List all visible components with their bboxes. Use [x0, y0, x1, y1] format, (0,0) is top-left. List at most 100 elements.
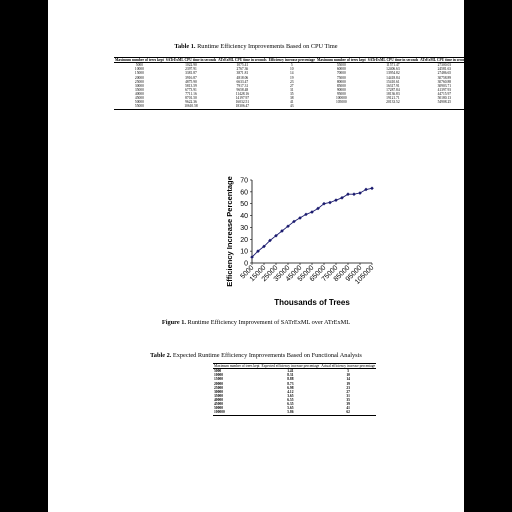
table-row: 50000 9622.36 16032.51 41 105000 20133.52 5490… [114, 100, 512, 104]
data-point [262, 244, 266, 249]
table1-cell: 13954.82 [386, 71, 400, 76]
table1-cell: 63 [491, 100, 496, 105]
data-point [340, 195, 344, 200]
table-row: 35000 6773.91 9658.48 31 90000 17287.84 41397.… [114, 88, 512, 92]
table1-cell: 14197.97 [235, 96, 250, 101]
table1-cell: 27486.65 [437, 71, 452, 76]
table-row: 40000 6.55 35 [213, 398, 376, 402]
table-row: 20000 3916.87 4818.06 19 75000 14418.84 30758.… [114, 76, 512, 80]
data-point [346, 192, 350, 197]
table1-cell: 10610.58 [164, 104, 218, 110]
table2-cell: 5.86 [260, 410, 321, 416]
table1-cell: 9658.48 [236, 87, 249, 92]
table1-cell: 8701.50 [185, 96, 197, 101]
table1-cell: 18136.83 [386, 92, 400, 96]
table1-cell: 30760.88 [437, 79, 452, 84]
table1-cell: 38 [289, 96, 294, 101]
table1-cell: 90000 [336, 87, 346, 92]
table1-cell: 1022.90 [185, 63, 197, 68]
table1-cell: 51 [491, 71, 496, 76]
table2-cell: 41 [346, 406, 350, 411]
table2-header-cell: Actual efficiency increase percentage [320, 362, 377, 370]
table1-cell: 15410.61 [386, 79, 400, 84]
table2-cell: 50000 [214, 406, 223, 411]
table2-cell: 10 [346, 373, 350, 378]
table1-cell: 14418.84 [386, 75, 400, 80]
data-point [364, 187, 368, 192]
table2-cell: 4.12 [287, 389, 294, 394]
table2-caption: Table 2. Expected Runtime Efficiency Imp… [48, 352, 464, 359]
figure1-caption-text: Runtime Efficiency Improvement of SATrEx… [187, 319, 351, 326]
table1-cell: 100000 [335, 96, 347, 101]
table1-cell: 24581.63 [437, 67, 452, 72]
table1-cell [315, 104, 367, 110]
y-tick-label: 10 [240, 249, 248, 256]
table2-cell: 8.73 [287, 381, 294, 386]
data-point [304, 212, 308, 217]
table1-cell: 58 [491, 83, 496, 88]
table1-cell: 62 [491, 96, 496, 101]
data-point [328, 200, 332, 205]
table1-cell: 53 [491, 79, 496, 84]
table1-cell: 25000 [134, 79, 144, 84]
figure1-caption: Figure 1. Runtime Efficiency Improvement… [48, 319, 464, 326]
table1-cell: 2397.91 [185, 67, 197, 72]
table1-cell: 11571.47 [386, 63, 400, 68]
figure1-caption-label: Figure 1. [161, 319, 186, 326]
table2-cell: 8.88 [287, 377, 294, 382]
table2-cell: 62 [320, 410, 377, 416]
table2-cell: 39 [346, 402, 350, 407]
table2-cell: 6.98 [287, 385, 294, 390]
table1-cell [366, 104, 420, 110]
table1-cell: 6633.47 [236, 79, 249, 84]
table-row: 40000 7711.16 11428.16 35 95000 18136.83 44715… [114, 92, 512, 96]
y-tick-label: 60 [240, 189, 248, 196]
table1-cell: 5 [290, 63, 293, 68]
table1-cell: 58 [491, 87, 496, 92]
table2-cell: 20000 [214, 381, 223, 386]
y-tick-label: 20 [240, 237, 248, 244]
table1: Maximum number of trees kept SATrExML CPU… [114, 56, 512, 110]
y-tick-label: 0 [244, 261, 248, 268]
table1-cell: 45000 [134, 96, 144, 101]
table1-cell: 20000 [134, 75, 144, 80]
table2-cell: 25000 [214, 385, 223, 390]
table1-cell: 35 [289, 92, 294, 96]
data-point [370, 186, 374, 191]
table1-cell: 10 [289, 67, 294, 72]
table2-cell: 6.35 [287, 402, 294, 407]
table1-cell: 40000 [134, 92, 144, 96]
x-axis-title: Thousands of Trees [274, 298, 350, 307]
table-row: 35000 3.65 31 [213, 394, 376, 398]
table1-header-cell: SATrExML CPU time in seconds [164, 56, 218, 64]
y-tick-label: 40 [240, 213, 248, 220]
table1-cell: 6773.91 [185, 87, 197, 92]
table2-caption-label: Table 2. [150, 352, 172, 359]
table1-cell: 31 [289, 87, 294, 92]
table1-cell: 30000 [134, 83, 144, 88]
data-point [352, 192, 356, 197]
table1-cell: 105000 [335, 100, 347, 105]
series-line [251, 187, 373, 258]
table2-cell: 30000 [214, 389, 223, 394]
table1-cell: 35000 [134, 87, 144, 92]
table1-cell: 15000 [134, 71, 144, 76]
table1-cell: 60000 [336, 67, 346, 72]
table1-cell: 5813.59 [185, 83, 197, 88]
table-row: 15000 8.88 14 [213, 377, 376, 381]
table-row: 10000 2397.91 2767.36 10 60000 12406.63 24581.… [114, 67, 512, 71]
table2-cell: 23 [346, 385, 350, 390]
table2-header-cell: Expected efficiency increase percentage [260, 362, 321, 370]
table1-cell: 50000 [134, 100, 144, 105]
table1-cell: 10000 [134, 67, 144, 72]
table2-cell: 35 [346, 398, 350, 402]
table2-cell: 14 [346, 377, 350, 382]
table1-cell: 70000 [336, 71, 346, 76]
table-row: 10000 8.31 10 [213, 373, 376, 377]
y-tick-label: 50 [240, 201, 248, 208]
table1-header-cell: Efficiency increase percentage [267, 56, 316, 64]
table2-cell: 27 [346, 389, 350, 394]
table1-cell: 75000 [336, 75, 346, 80]
data-point [334, 198, 338, 202]
table1-header-cell: SATrExML CPU time in seconds [366, 56, 420, 64]
